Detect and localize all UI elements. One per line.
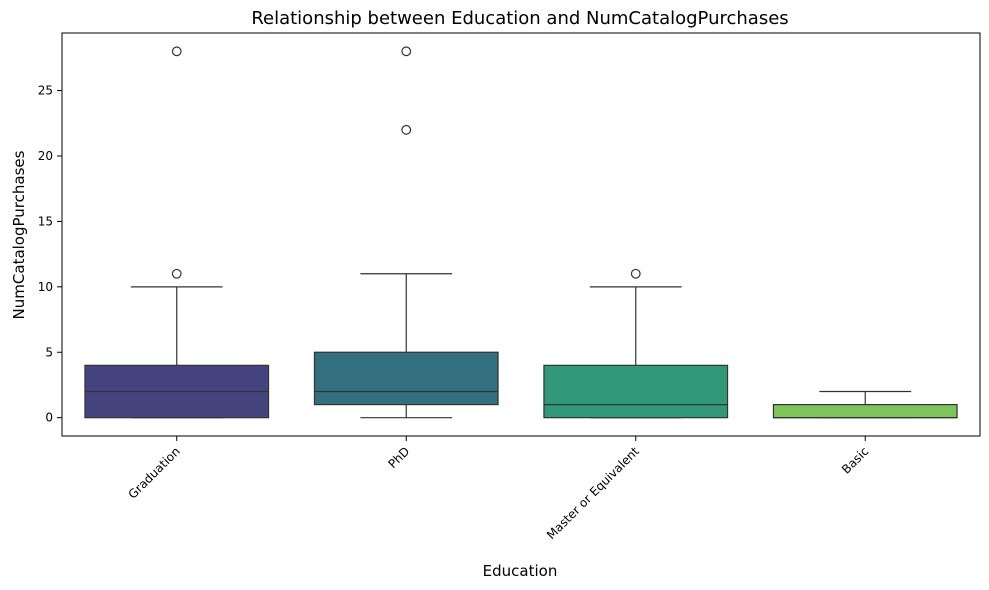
x-tick-label: Basic [839,444,871,476]
y-axis-label: NumCatalogPurchases [10,150,28,319]
box-group [313,46,499,419]
box [313,351,499,406]
chart-title: Relationship between Education and NumCa… [251,8,788,29]
y-tick-label: 10 [38,280,53,294]
plot-area [61,32,981,437]
outlier-point [171,46,182,57]
y-tick-label: 15 [38,214,53,228]
boxes-layer [84,46,958,419]
y-tick-label: 0 [45,411,53,425]
y-axis: 0 5 10 15 20 25 [38,84,62,425]
y-tick-label: 25 [38,84,53,98]
outlier-point [171,268,182,279]
y-tick-label: 20 [38,149,53,163]
y-tick-label: 5 [45,345,53,359]
x-tick-label: Graduation [125,444,182,501]
outlier-point [630,268,641,279]
box-group [543,268,729,419]
x-axis-label: Education [483,562,558,580]
x-axis: Graduation PhD Master or Equivalent Basic [125,436,871,542]
x-tick-label: Master or Equivalent [544,444,642,542]
outlier-point [401,46,412,57]
box-group [84,46,270,419]
box [543,364,729,419]
box-group [772,390,958,419]
outlier-point [401,124,412,135]
box [772,403,958,419]
x-tick-label: PhD [385,444,412,471]
